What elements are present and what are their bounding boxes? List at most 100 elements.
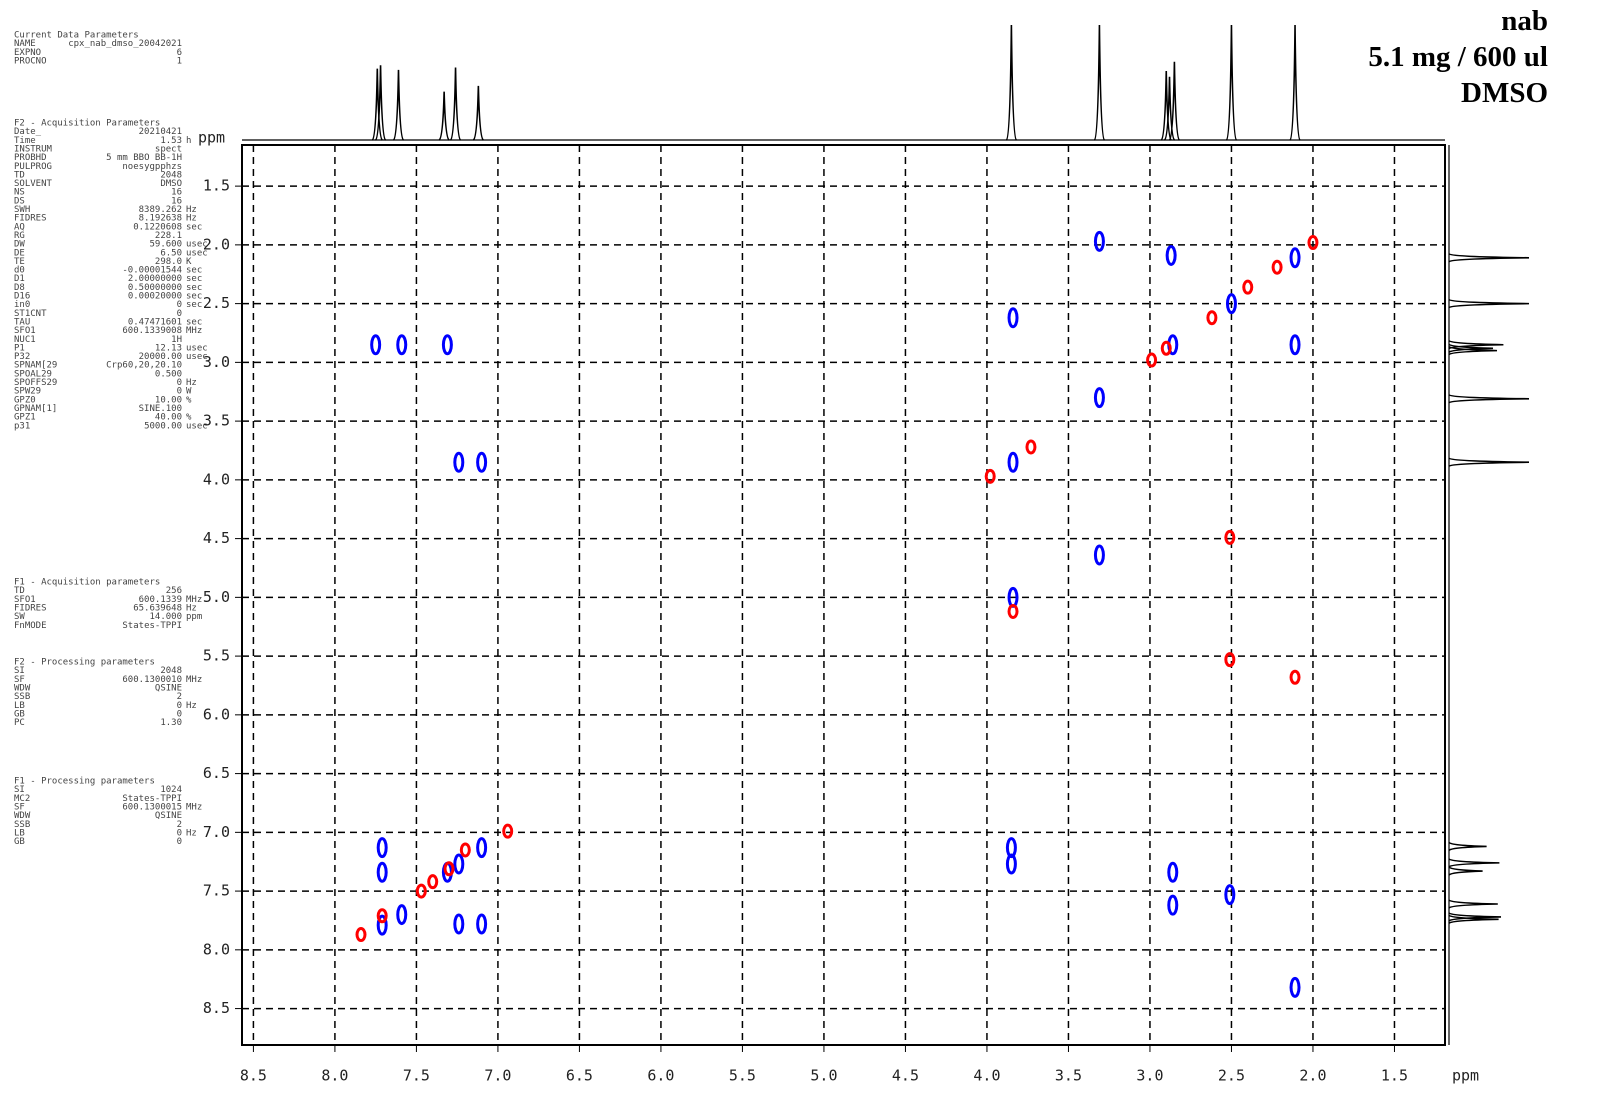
param-value: 0 xyxy=(177,387,182,397)
cross-peak xyxy=(476,913,488,935)
param-name: TAU xyxy=(14,317,30,327)
x-tick-label: 3.0 xyxy=(1136,1067,1163,1085)
param-value: 1.30 xyxy=(160,718,182,728)
cross-peak xyxy=(1093,544,1105,566)
param-value: States-TPPI xyxy=(122,621,182,631)
param-name: D1 xyxy=(14,274,25,284)
param-value: 0 xyxy=(177,701,182,711)
param-value: 0 xyxy=(177,378,182,388)
projection-peak xyxy=(1289,24,1301,141)
param-value: 0 xyxy=(177,709,182,719)
param-name: DW xyxy=(14,240,25,250)
projection-peak xyxy=(374,65,387,141)
cross-peak xyxy=(476,451,488,473)
param-name: SFO1 xyxy=(14,326,36,336)
param-name: TE xyxy=(14,257,25,267)
y-tick-label: 4.0 xyxy=(203,470,230,488)
projection-peak xyxy=(1005,24,1018,141)
cross-peak xyxy=(1167,861,1179,883)
cross-peak xyxy=(453,853,465,875)
param-name: AQ xyxy=(14,222,25,232)
cross-peak xyxy=(1093,387,1105,409)
param-name: SPOFFS29 xyxy=(14,378,57,388)
param-value: 14.000 xyxy=(149,612,182,622)
param-name: p31 xyxy=(14,421,30,431)
projection-peak xyxy=(1093,24,1106,141)
cross-peak xyxy=(1025,439,1037,455)
projection-peak xyxy=(1448,298,1530,309)
x-tick-label: 6.0 xyxy=(647,1067,674,1085)
param-name: FIDRES xyxy=(14,603,47,613)
param-name: GB xyxy=(14,837,25,847)
param-name: Date_ xyxy=(14,127,42,137)
y-tick-label: 8.0 xyxy=(203,940,230,958)
projection-peak xyxy=(1448,394,1530,404)
param-name: GPZ1 xyxy=(14,413,36,423)
param-name: SFO1 xyxy=(14,595,36,605)
x-tick-label: 8.0 xyxy=(321,1067,348,1085)
param-value: 2048 xyxy=(160,170,182,180)
param-name: in0 xyxy=(14,300,30,310)
param-value: 1024 xyxy=(160,785,182,795)
cross-peak xyxy=(1224,529,1236,545)
cross-peak xyxy=(1307,235,1319,251)
param-name: NUC1 xyxy=(14,335,36,345)
cross-peak xyxy=(441,334,453,356)
projection-peak xyxy=(1448,914,1499,924)
cross-peak xyxy=(1005,837,1017,859)
x-tick-label: 2.5 xyxy=(1218,1067,1245,1085)
param-value: QSINE xyxy=(155,811,182,821)
cross-peak xyxy=(1225,293,1237,315)
param-value: 2 xyxy=(177,692,182,702)
param-value: States-TPPI xyxy=(122,794,182,804)
cross-peak xyxy=(476,837,488,859)
param-name: SSB xyxy=(14,692,30,702)
projection-peak xyxy=(1448,912,1502,922)
y-tick-label: 6.0 xyxy=(203,705,230,723)
param-name: PROBHD xyxy=(14,153,47,163)
param-value: 5 mm BBO BB-1H xyxy=(106,153,182,163)
cross-peak xyxy=(376,861,388,883)
param-value: 0 xyxy=(177,828,182,838)
param-name: SF xyxy=(14,802,25,812)
param-unit: sec xyxy=(186,274,202,284)
cross-peak xyxy=(427,874,439,890)
param-unit: Hz xyxy=(186,828,197,838)
param-heading: F2 - Acquisition Parameters xyxy=(14,119,160,129)
x-tick-label: 7.0 xyxy=(484,1067,511,1085)
projection-peak xyxy=(1448,345,1498,356)
param-name: PC xyxy=(14,718,25,728)
cross-peak xyxy=(1007,603,1019,619)
cross-peak xyxy=(1289,669,1301,685)
param-unit: % xyxy=(186,395,192,405)
param-name: INSTRUM xyxy=(14,144,53,154)
cross-peak xyxy=(1271,259,1283,275)
param-value: 600.1300010 xyxy=(122,675,182,685)
cross-peak xyxy=(1160,340,1172,356)
param-unit: sec xyxy=(186,266,202,276)
x-axis-label: ppm xyxy=(1452,1067,1479,1085)
title-line: nab xyxy=(1501,5,1548,37)
y-tick-label: 5.0 xyxy=(203,588,230,606)
cross-peak xyxy=(1224,652,1236,668)
y-tick-label: 3.5 xyxy=(203,412,230,430)
param-value: cpx_nab_dmso_20042021 xyxy=(68,39,182,49)
y-tick-label: 7.0 xyxy=(203,823,230,841)
param-unit: usec xyxy=(186,343,208,353)
cross-peak xyxy=(1206,310,1218,326)
cross-peak xyxy=(415,883,427,899)
param-name: FnMODE xyxy=(14,621,47,631)
param-value: 0 xyxy=(177,300,182,310)
param-name: SPW29 xyxy=(14,387,41,397)
cross-peak xyxy=(1093,230,1105,252)
param-name: SWH xyxy=(14,205,30,215)
cross-peak xyxy=(502,823,514,839)
cross-peak xyxy=(1224,884,1236,906)
param-value: 600.1339008 xyxy=(122,326,182,336)
y-tick-label: 3.0 xyxy=(203,353,230,371)
param-name: P32 xyxy=(14,352,30,362)
param-value: 8389.262 xyxy=(139,205,182,215)
param-value: 600.1300015 xyxy=(122,802,182,812)
